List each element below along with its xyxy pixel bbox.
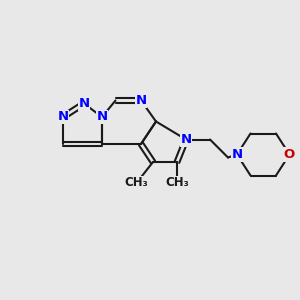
Text: N: N [180, 133, 192, 146]
Text: N: N [135, 94, 147, 107]
Text: CH₃: CH₃ [165, 176, 189, 190]
Text: N: N [78, 97, 90, 110]
Text: N: N [57, 110, 69, 124]
Text: N: N [96, 110, 108, 124]
Text: CH₃: CH₃ [124, 176, 148, 190]
Text: O: O [284, 148, 295, 161]
Text: N: N [231, 148, 243, 161]
